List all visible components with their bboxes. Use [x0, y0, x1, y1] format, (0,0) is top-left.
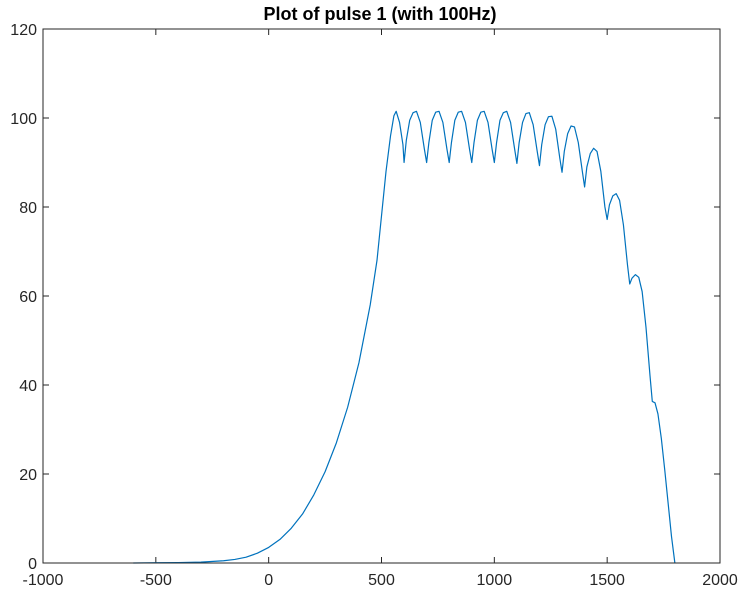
y-tick-label: 80: [19, 200, 37, 217]
x-tick-label: -1000: [23, 572, 64, 589]
y-tick-label: 40: [19, 378, 37, 395]
series-line: [133, 110, 676, 564]
chart-title: Plot of pulse 1 (with 100Hz): [263, 4, 496, 24]
x-tick-label: 1000: [477, 572, 513, 589]
y-tick-label: 120: [10, 22, 37, 39]
x-tick-label: -500: [140, 572, 172, 589]
axis-ticks: -1000 -500 0 500 1000 1500 2000 0 20 40 60 80 100 120: [10, 22, 738, 589]
axes-box: [42, 28, 721, 564]
x-tick-label: 500: [368, 572, 395, 589]
y-tick-label: 100: [10, 111, 37, 128]
y-tick-label: 0: [28, 556, 37, 573]
y-tick-label: 20: [19, 467, 37, 484]
series-layer: [133, 110, 676, 564]
x-tick-label: 1500: [589, 572, 625, 589]
y-tick-label: 60: [19, 289, 37, 306]
x-tick-label: 2000: [702, 572, 738, 589]
x-tick-label: 0: [264, 572, 273, 589]
